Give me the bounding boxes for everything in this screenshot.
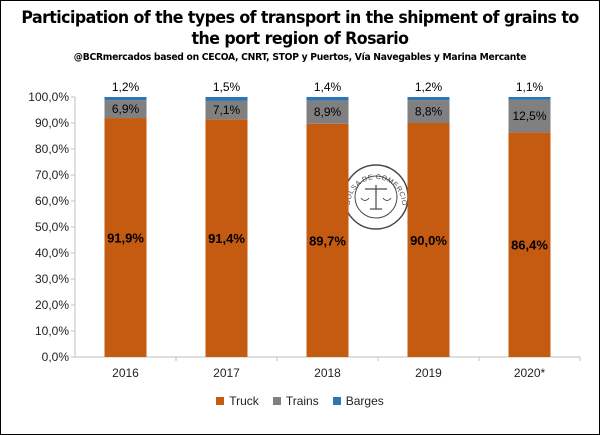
data-label-barges: 1,2% bbox=[112, 80, 140, 94]
bar-barges bbox=[104, 97, 147, 101]
y-tick-label: 10,0% bbox=[35, 324, 69, 338]
data-label-truck: 86,4% bbox=[511, 238, 548, 253]
data-label-barges: 1,4% bbox=[314, 80, 342, 94]
legend-item-truck: Truck bbox=[216, 394, 259, 408]
bar-barges bbox=[306, 97, 349, 101]
bar-trains bbox=[306, 100, 349, 124]
data-label-truck: 91,4% bbox=[208, 231, 245, 246]
data-label-truck: 90,0% bbox=[410, 233, 447, 248]
data-label-trains: 8,9% bbox=[314, 105, 342, 119]
legend-item-barges: Barges bbox=[332, 394, 384, 408]
y-tick-label: 30,0% bbox=[35, 272, 69, 286]
data-label-barges: 1,2% bbox=[415, 80, 443, 94]
y-tick-label: 90,0% bbox=[35, 116, 69, 130]
legend-label-trains: Trains bbox=[285, 394, 319, 408]
legend-swatch-truck bbox=[216, 397, 225, 405]
y-tick-label: 60,0% bbox=[35, 194, 69, 208]
legend-label-barges: Barges bbox=[345, 394, 384, 408]
y-tick-label: 80,0% bbox=[35, 142, 69, 156]
data-label-barges: 1,5% bbox=[213, 80, 241, 94]
bar-trains bbox=[205, 100, 248, 120]
data-label-trains: 12,5% bbox=[512, 109, 546, 123]
x-tick-label: 2020* bbox=[514, 366, 546, 380]
watermark-scale-pan-right bbox=[382, 197, 392, 201]
bar-trains bbox=[508, 99, 551, 133]
bar-truck bbox=[104, 118, 147, 357]
data-label-trains: 6,9% bbox=[112, 102, 140, 116]
bar-truck bbox=[508, 132, 551, 357]
y-tick-label: 70,0% bbox=[35, 168, 69, 182]
bar-barges bbox=[407, 97, 450, 101]
legend-label-truck: Truck bbox=[229, 394, 259, 408]
legend-item-trains: Trains bbox=[272, 394, 319, 408]
x-tick-label: 2017 bbox=[213, 366, 240, 380]
bar-barges bbox=[205, 97, 248, 101]
chart-legend: Truck Trains Barges bbox=[0, 394, 600, 408]
y-tick-label: 100,0% bbox=[28, 90, 69, 104]
watermark-scale-pan-left bbox=[360, 197, 370, 201]
y-tick-label: 20,0% bbox=[35, 298, 69, 312]
bar-truck bbox=[407, 123, 450, 357]
y-tick-label: 40,0% bbox=[35, 246, 69, 260]
bar-barges bbox=[508, 97, 551, 100]
data-label-truck: 89,7% bbox=[309, 233, 346, 248]
data-label-trains: 8,8% bbox=[415, 105, 443, 119]
x-tick-label: 2016 bbox=[112, 366, 139, 380]
y-tick-label: 50,0% bbox=[35, 220, 69, 234]
x-tick-label: 2018 bbox=[314, 366, 341, 380]
watermark-seal-inner bbox=[354, 175, 398, 219]
data-label-barges: 1,1% bbox=[516, 80, 544, 94]
data-label-trains: 7,1% bbox=[213, 103, 241, 117]
chart-title: Participation of the types of transport … bbox=[21, 8, 579, 49]
bar-truck bbox=[205, 119, 248, 357]
bar-truck bbox=[306, 123, 349, 357]
bar-trains bbox=[407, 100, 450, 123]
data-label-truck: 91,9% bbox=[107, 231, 144, 246]
legend-swatch-barges bbox=[332, 397, 341, 405]
legend-swatch-trains bbox=[272, 397, 281, 405]
chart-subtitle: @BCRmercados based on CECOA, CNRT, STOP … bbox=[73, 52, 527, 63]
bar-trains bbox=[104, 100, 147, 119]
y-tick-label: 0,0% bbox=[42, 350, 70, 364]
x-tick-label: 2019 bbox=[415, 366, 442, 380]
